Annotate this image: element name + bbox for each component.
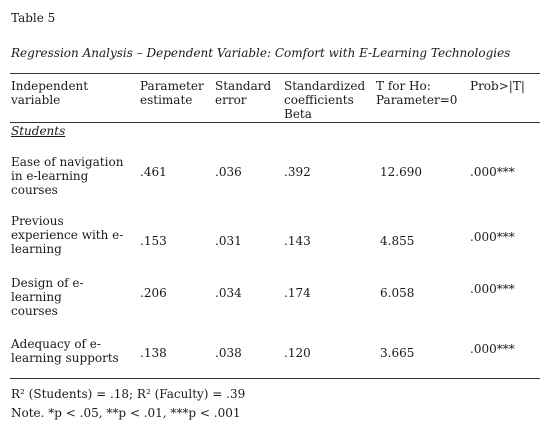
row1-t: 12.690 [380,165,422,179]
row2-prob: .000*** [470,230,515,244]
row1-beta: .392 [284,165,311,179]
row4-estimate: .138 [140,346,167,360]
header-parameter-estimate: Parameter estimate [140,79,204,107]
row3-beta: .174 [284,286,311,300]
row4-beta: .120 [284,346,311,360]
header-prob: Prob>|T| [470,79,525,93]
row2-estimate: .153 [140,234,167,248]
table-row-variable: Previous experience with e- learning [11,214,124,256]
header-independent-variable: Independent variable [11,79,89,107]
row3-estimate: .206 [140,286,167,300]
footer-note: Note. *p < .05, **p < .01, ***p < .001 [11,406,241,420]
row1-prob: .000*** [470,165,515,179]
row4-t: 3.665 [380,346,415,360]
table-row-variable: Ease of navigation in e-learning courses [11,155,124,197]
footer-r-squared: R² (Students) = .18; R² (Faculty) = .39 [11,387,246,401]
row1-estimate: .461 [140,165,167,179]
header-rule [10,122,540,123]
header-standard-error: Standard error [215,79,272,107]
group-label-students: Students [11,124,66,138]
row2-beta: .143 [284,234,311,248]
row4-prob: .000*** [470,342,515,356]
header-t-for-ho: T for Ho: Parameter=0 [376,79,458,107]
table-subtitle: Regression Analysis – Dependent Variable… [11,46,511,60]
row1-error: .036 [215,165,242,179]
row3-prob: .000*** [470,282,515,296]
table-row-variable: Design of e- learning courses [11,276,84,318]
row3-error: .034 [215,286,242,300]
header-standardized-coefficients: Standardized coefficients Beta [284,79,366,121]
row4-error: .038 [215,346,242,360]
row2-error: .031 [215,234,242,248]
table-title: Table 5 [11,11,56,25]
row3-t: 6.058 [380,286,415,300]
table-row-variable: Adequacy of e- learning supports [11,337,119,365]
row2-t: 4.855 [380,234,415,248]
top-rule [10,73,540,74]
bottom-rule [10,378,540,379]
